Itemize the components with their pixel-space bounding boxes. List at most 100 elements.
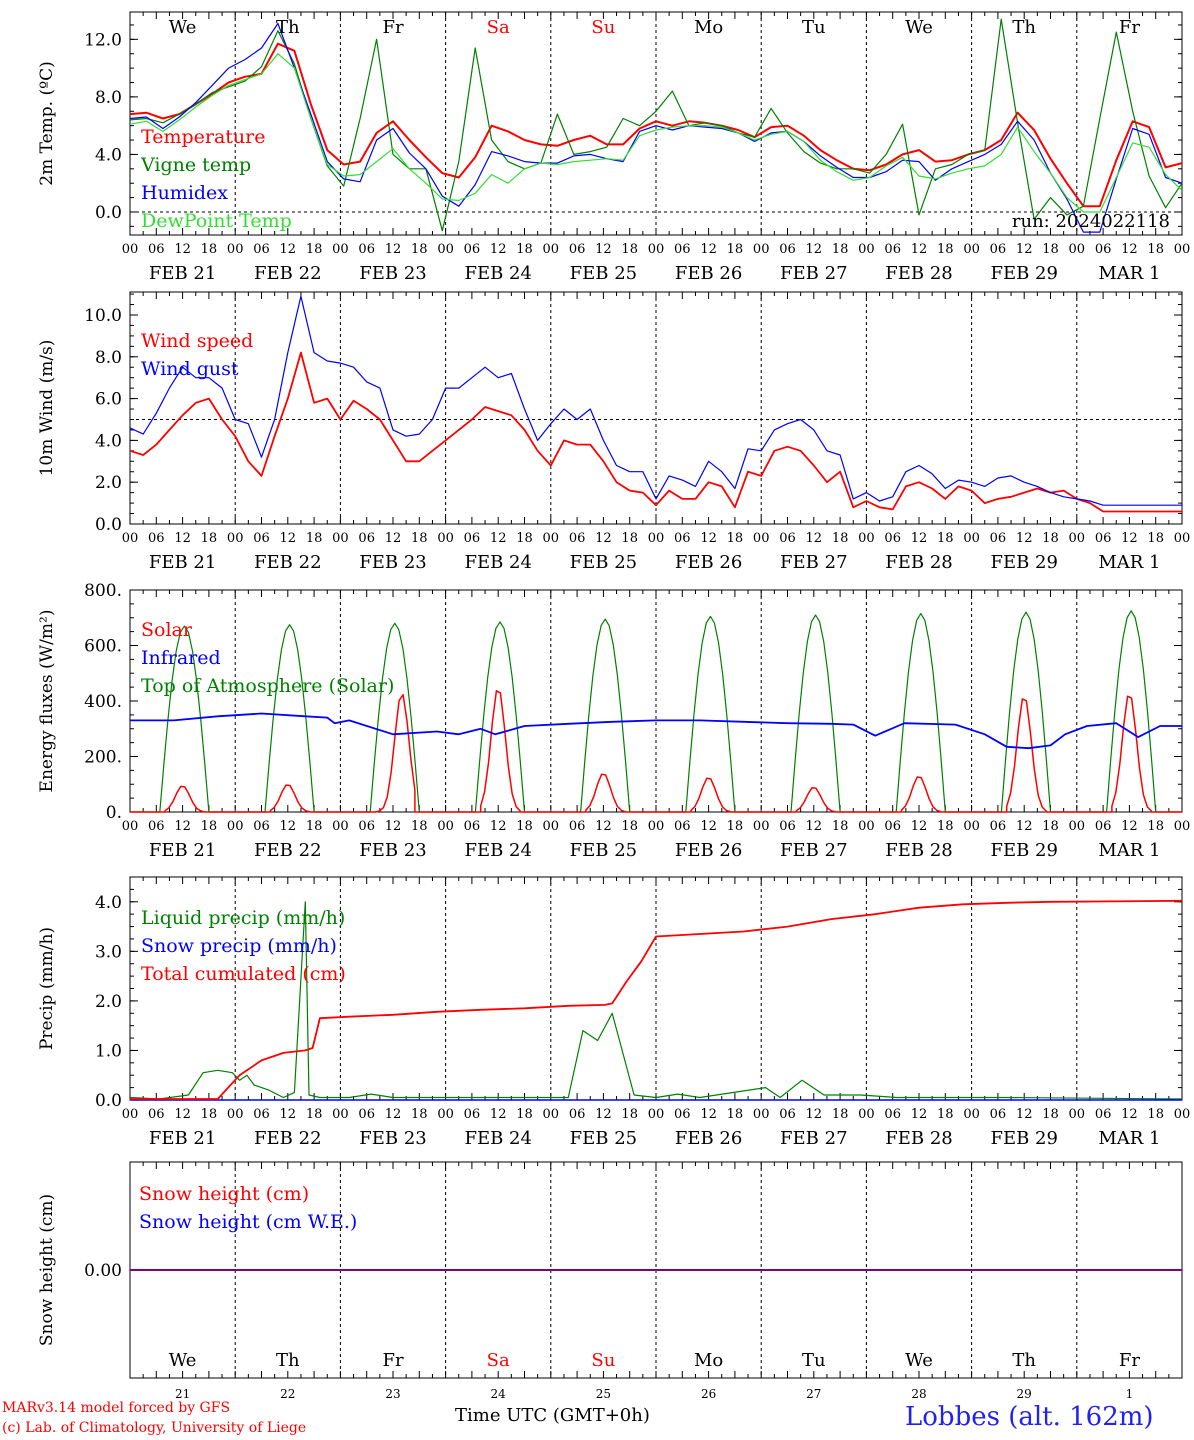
- energy-date-label: FEB 22: [254, 840, 321, 861]
- snow-y-axis-label: Snow height (cm): [37, 1194, 57, 1346]
- precip-hour-label: 12: [280, 1107, 297, 1122]
- precip-legend-snow-precip-mm-h-: Snow precip (mm/h): [141, 935, 337, 957]
- energy-hour-label: 00: [437, 819, 454, 834]
- precip-hour-label: 06: [358, 1107, 375, 1122]
- temperature-time-axis: 00 06 12 18 FEB 21 00 06 12 18 FEB 22 00 06 12 18 FEB …: [122, 242, 1191, 284]
- energy-hour-label: 00: [963, 819, 980, 834]
- temperature-y-tick-label: 12.0: [84, 30, 122, 50]
- wind-hour-label: 18: [306, 531, 323, 546]
- energy-hour-label: 12: [700, 819, 717, 834]
- wind-hour-label: 18: [621, 531, 638, 546]
- precip-line-cumulated: [130, 899, 1183, 1100]
- snow-weekday-label: Th: [1012, 1350, 1036, 1371]
- wind-y-tick-label: 8.0: [95, 348, 122, 368]
- temperature-hour-label: 18: [621, 242, 638, 257]
- energy-date-label: FEB 21: [149, 840, 216, 861]
- precip-hour-label: 18: [727, 1107, 744, 1122]
- temperature-hour-label: 18: [306, 242, 323, 257]
- energy-hour-label: 18: [1042, 819, 1059, 834]
- precip-y-tick-label: 1.0: [95, 1041, 122, 1061]
- temperature-hour-label: 06: [358, 242, 375, 257]
- energy-hour-label: 12: [806, 819, 823, 834]
- energy-y-axis-label: Energy fluxes (W/m²): [37, 610, 57, 793]
- wind-date-label: FEB 27: [780, 552, 847, 573]
- wind-hour-label: 06: [674, 531, 691, 546]
- temperature-hour-label: 12: [1016, 242, 1033, 257]
- energy-hour-label: 12: [490, 819, 507, 834]
- energy-hour-label: 18: [727, 819, 744, 834]
- energy-y-tick-label: 0.: [106, 803, 122, 823]
- temperature-date-label: FEB 29: [990, 263, 1057, 284]
- temperature-hour-label: 18: [727, 242, 744, 257]
- energy-line-infrared: [130, 712, 1182, 750]
- precip-hour-label: 12: [806, 1107, 823, 1122]
- precip-hour-label: 12: [1121, 1107, 1138, 1122]
- precip-hour-label: 18: [411, 1107, 428, 1122]
- energy-hour-label: 12: [385, 819, 402, 834]
- precip-hour-label: 00: [437, 1107, 454, 1122]
- temperature-legend-dewpoint-temp: DewPoint Temp: [141, 210, 292, 232]
- temperature-hour-label: 00: [543, 242, 560, 257]
- wind-y-tick-label: 6.0: [95, 390, 122, 410]
- energy-hour-label: 06: [148, 819, 165, 834]
- energy-hour-label: 00: [648, 819, 665, 834]
- wind-hour-label: 18: [832, 531, 849, 546]
- precip-y-tick-label: 2.0: [95, 992, 122, 1012]
- wind-hour-label: 00: [122, 531, 139, 546]
- temperature-hour-label: 12: [595, 242, 612, 257]
- temperature-date-label: FEB 23: [359, 263, 426, 284]
- wind-hour-label: 18: [937, 531, 954, 546]
- temperature-hour-label: 06: [990, 242, 1007, 257]
- temperature-weekday-label: Sa: [487, 17, 510, 38]
- temperature-hour-label: 12: [1121, 242, 1138, 257]
- energy-hour-label: 12: [595, 819, 612, 834]
- wind-hour-label: 12: [1121, 531, 1138, 546]
- temperature-hour-label: 06: [1095, 242, 1112, 257]
- temperature-hour-label: 06: [253, 242, 270, 257]
- temperature-hour-label: 06: [884, 242, 901, 257]
- precip-date-label: FEB 28: [885, 1128, 952, 1149]
- precip-hour-label: 00: [1174, 1107, 1191, 1122]
- energy-date-label: FEB 27: [780, 840, 847, 861]
- wind-hour-label: 06: [464, 531, 481, 546]
- day-number-label: 22: [280, 1387, 295, 1401]
- wind-hour-label: 00: [437, 531, 454, 546]
- wind-hour-label: 06: [779, 531, 796, 546]
- temperature-hour-label: 12: [700, 242, 717, 257]
- temperature-hour-label: 00: [332, 242, 349, 257]
- precip-hour-label: 00: [753, 1107, 770, 1122]
- wind-hour-label: 12: [595, 531, 612, 546]
- wind-date-label: FEB 24: [464, 552, 531, 573]
- temperature-hour-label: 18: [201, 242, 218, 257]
- energy-hour-label: 00: [227, 819, 244, 834]
- wind-hour-label: 12: [174, 531, 191, 546]
- energy-hour-label: 18: [516, 819, 533, 834]
- temperature-weekday-label: Fr: [382, 17, 403, 38]
- energy-hour-label: 06: [884, 819, 901, 834]
- precip-hour-label: 06: [569, 1107, 586, 1122]
- temperature-hour-label: 00: [753, 242, 770, 257]
- energy-date-label: FEB 23: [359, 840, 426, 861]
- precip-hour-label: 18: [621, 1107, 638, 1122]
- temperature-hour-label: 06: [779, 242, 796, 257]
- energy-hour-label: 06: [253, 819, 270, 834]
- wind-line-wind-speed: [129, 351, 1182, 513]
- wind-hour-label: 06: [253, 531, 270, 546]
- temperature-y-axis-label: 2m Temp. (ºC): [37, 61, 57, 186]
- wind-hour-label: 12: [385, 531, 402, 546]
- temperature-hour-label: 12: [911, 242, 928, 257]
- snow-weekday-label: We: [169, 1350, 197, 1371]
- temperature-weekday-label: Su: [591, 17, 615, 38]
- energy-hour-label: 12: [1121, 819, 1138, 834]
- temperature-hour-label: 00: [1069, 242, 1086, 257]
- day-number-label: 29: [1017, 1387, 1032, 1401]
- precip-hour-label: 12: [385, 1107, 402, 1122]
- wind-panel: 0.0 2.0 4.0 6.0 8.0 10.0 10m Wind (m/s) Wind sp…: [37, 291, 1183, 535]
- precip-hour-label: 00: [543, 1107, 560, 1122]
- wind-y-tick-label: 4.0: [95, 431, 122, 451]
- snow-weekday-label: Su: [591, 1350, 615, 1371]
- temperature-hour-label: 00: [437, 242, 454, 257]
- temperature-hour-label: 18: [516, 242, 533, 257]
- snow-weekday-label: We: [905, 1350, 933, 1371]
- precip-date-label: FEB 27: [780, 1128, 847, 1149]
